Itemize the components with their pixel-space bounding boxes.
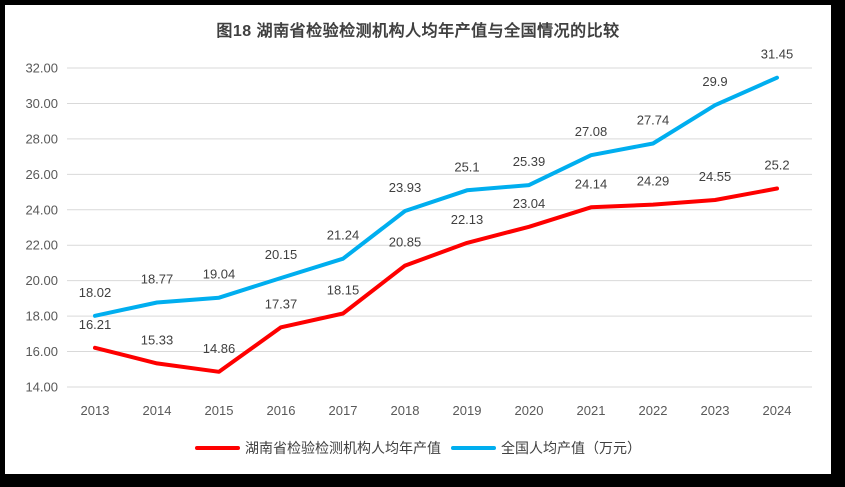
chart-plot-area: 14.00 16.00 18.00 20.00 22.00 24.00 26.00 28.00… [25, 47, 812, 418]
data-label-hunan: 17.37 [265, 296, 298, 311]
x-tick-label: 2024 [763, 403, 792, 418]
y-tick-label: 14.00 [25, 380, 58, 395]
data-label-national: 27.74 [637, 112, 670, 127]
y-tick-label: 24.00 [25, 202, 58, 217]
data-label-hunan: 23.04 [513, 196, 546, 211]
legend-line-swatch-hunan [195, 446, 240, 450]
data-label-national: 19.04 [203, 267, 236, 282]
data-label-hunan: 24.29 [637, 174, 670, 189]
y-tick-label: 20.00 [25, 273, 58, 288]
y-tick-label: 22.00 [25, 238, 58, 253]
data-label-hunan: 24.55 [699, 169, 732, 184]
data-label-hunan: 24.14 [575, 176, 608, 191]
y-tick-label: 28.00 [25, 131, 58, 146]
data-label-national: 20.15 [265, 247, 298, 262]
x-tick-label: 2022 [639, 403, 668, 418]
legend-label-hunan: 湖南省检验检测机构人均年产值 [245, 440, 441, 456]
x-tick-label: 2015 [205, 403, 234, 418]
y-tick-label: 16.00 [25, 344, 58, 359]
data-label-hunan: 16.21 [79, 317, 112, 332]
y-tick-label: 18.00 [25, 309, 58, 324]
y-tick-label: 26.00 [25, 167, 58, 182]
data-label-national: 31.45 [761, 47, 794, 62]
data-label-national: 25.1 [454, 159, 479, 174]
data-label-hunan: 15.33 [141, 332, 174, 347]
data-label-national: 21.24 [327, 228, 360, 243]
x-tick-label: 2016 [267, 403, 296, 418]
chart-title: 图18 湖南省检验检测机构人均年产值与全国情况的比较 [216, 23, 620, 40]
data-label-national: 23.93 [389, 180, 422, 195]
data-label-hunan: 25.2 [764, 158, 789, 173]
data-label-national: 25.39 [513, 154, 546, 169]
y-tick-label: 32.00 [25, 61, 58, 76]
series-line-national [93, 75, 779, 318]
data-label-hunan: 18.15 [327, 282, 360, 297]
x-tick-label: 2017 [329, 403, 358, 418]
x-tick-label: 2013 [81, 403, 110, 418]
x-tick-label: 2021 [577, 403, 606, 418]
x-tick-label: 2018 [391, 403, 420, 418]
x-tick-label: 2023 [701, 403, 730, 418]
series-line-hunan [93, 186, 779, 374]
data-label-hunan: 20.85 [389, 235, 422, 250]
x-tick-label: 2020 [515, 403, 544, 418]
chart-legend: 湖南省检验检测机构人均年产值 全国人均产值（万元） [5, 438, 831, 458]
legend-item-national: 全国人均产值（万元） [451, 438, 641, 458]
y-tick-label: 30.00 [25, 96, 58, 111]
legend-item-hunan: 湖南省检验检测机构人均年产值 [195, 438, 441, 458]
data-label-national: 27.08 [575, 124, 608, 139]
data-label-hunan: 14.86 [203, 341, 236, 356]
legend-label-national: 全国人均产值（万元） [501, 440, 641, 456]
data-label-hunan: 22.13 [451, 212, 484, 227]
data-label-national: 29.9 [702, 74, 727, 89]
x-tick-label: 2014 [143, 403, 172, 418]
legend-line-swatch-national [451, 446, 496, 450]
x-tick-label: 2019 [453, 403, 482, 418]
data-label-national: 18.02 [79, 285, 112, 300]
data-label-national: 18.77 [141, 271, 174, 286]
